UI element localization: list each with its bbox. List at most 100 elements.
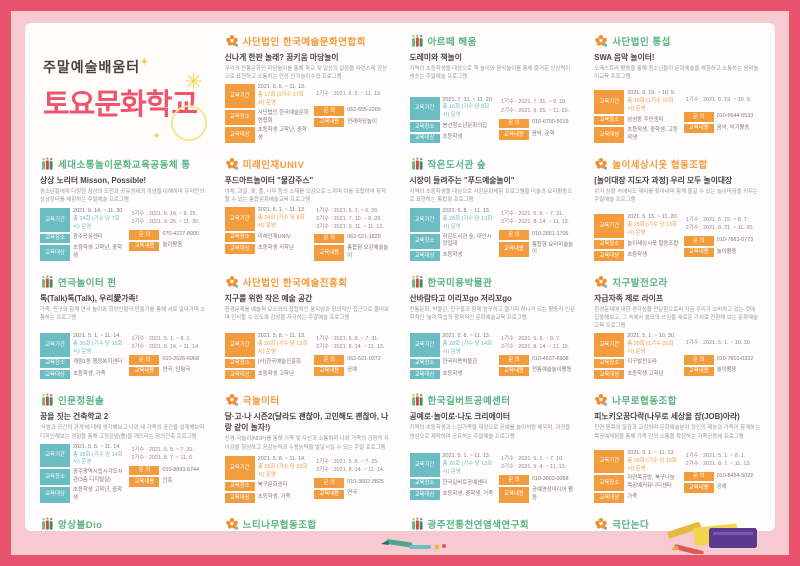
target-label: 교육대상 [409, 251, 440, 261]
program-description: 야채, 과일, 꽃, 풀, 나무 등의 소재를 오감으로 느끼며 이를 조합하여… [224, 189, 387, 204]
place-label: 교육장소 [409, 233, 440, 250]
program-title: 상상 노리터 Misson, Possible! [40, 176, 147, 186]
target-value: 초등학생 고학년, 중학생 [257, 127, 307, 142]
program-info-table: 교육기간 2021. 5. 8. ~ 11. 14. 총 26회 (기수 당 1… [224, 456, 391, 503]
target-value: 초등학생 고학년 [627, 370, 664, 377]
term-dates-list: 1기수 : 2021. 5. 8. ~ 7. 25. 2기수 : 2021. 8.… [314, 456, 390, 476]
place-label: 교육장소 [594, 115, 625, 126]
program-card: 느티나무협동조합 우리는 하나, 우리 가족 이야기 우리가족앨범을 매개로 우… [217, 511, 398, 531]
organization-name: 극단논다 [612, 519, 650, 531]
term-dates: 2기수 : 2021. 8. 14. ~ 11. 14. [316, 467, 385, 474]
term-dates: 1기수 : 2021. 5. 1. ~ 8. 1. [685, 452, 746, 459]
pencils-icon [411, 157, 423, 170]
target-value: 초등학생 [442, 134, 463, 141]
period-value: 2021. 5. 8. ~ 11. 14. [257, 456, 306, 463]
term-dates: 1기수 : 2021. 7. 31. ~ 9. 18. [500, 99, 567, 106]
flower-icon [225, 34, 238, 47]
place-label: 교육장소 [594, 475, 625, 492]
place-label: 교육장소 [409, 478, 440, 489]
program-description: 우리의 전통문화인 마당놀이를 통해 학교 및 일상의 갈등을 자연스레 감성으… [224, 66, 388, 81]
period-value: 2021. 5. 8. ~ 11. 14. [73, 443, 121, 450]
organization-name: 작은도서관 숲 [427, 160, 487, 172]
program-title: 시장이 들려주는 "푸드예술놀이" [409, 176, 515, 186]
target-label: 교육대상 [40, 245, 70, 261]
period-value: 2021. 5. 8. ~ 11. 13. [442, 208, 491, 215]
place-value: 북구문화센터 [257, 482, 288, 489]
term-dates-list: 1기수 : 2021. 5. 1. ~ 8. 1. 2기수 : 2021. 8. … [684, 450, 760, 470]
content-value: 통합형 오감예술놀이 [347, 245, 389, 259]
mini-star-icon: ✦ [152, 131, 161, 142]
place-label: 교육장소 [224, 109, 255, 126]
target-label: 교육대상 [224, 493, 255, 503]
contact-value: 010-2851-1706 [531, 230, 569, 237]
term-dates: 1기수 : 2021. 5. 8. ~ 7. 25. [316, 458, 379, 465]
period-label: 교육기간 [594, 333, 625, 357]
content-value: 건축 [162, 478, 173, 485]
target-label: 교육대상 [594, 251, 625, 261]
period-note: 총 14회 (기수 당 7회시) 운영 [73, 215, 120, 230]
program-description: 가족, 친구와 함께 연극 놀이와 희망인형극 만들기를 통해 서로 알아가며 … [40, 306, 206, 321]
period-value: 2021. 5. 1. ~ 11. 13. [257, 207, 306, 214]
target-value: 가족 [627, 493, 638, 500]
target-label: 교육대상 [409, 370, 440, 380]
organization-name: 극놀이터 [242, 396, 280, 408]
organization-name: 나무로협동조합 [612, 396, 677, 408]
content-label: 교육내용 [314, 245, 345, 261]
period-note: 총 26회 (기수 당 13회시) 운영 [627, 457, 677, 472]
flower-icon [595, 275, 608, 288]
program-title: 푸드아트놀이터 "물감주스" [224, 176, 314, 186]
program-title: 피노키오꿈다락(나무로 세상을 잡(JOB)아라) [594, 412, 740, 422]
program-card: 사단법인 한국예술진흥회 지구를 위한 작은 예술 공간 환경문제를 예술적 요… [217, 269, 398, 384]
contact-label: 문 의 [498, 118, 529, 129]
flower-icon [595, 517, 608, 530]
organization-name: 한국미용박물관 [427, 277, 493, 289]
poster-header: 주말예술배움터✦ 토요문화학교 ✳ ✦ [33, 29, 213, 147]
period-label: 교육기간 [224, 207, 255, 231]
term-dates: 1기수 : 2021. 8. 14. ~ 9. 25. [131, 210, 197, 217]
program-description: 환경문제에 대한 경각심을 전달함으로써 지금 우리가 소비하고 있는 것에 집… [594, 306, 759, 329]
flower-icon [225, 517, 238, 530]
period-label: 교육기간 [594, 90, 625, 114]
program-description: 지역의 초등학생과 느린가족을 대상으로 공예를 놀이처럼 배우며, 과정을 영… [409, 425, 571, 440]
contact-label: 문 의 [683, 471, 714, 482]
content-label: 교육내용 [129, 241, 160, 252]
place-value: 봉선청소년문화의집 [442, 122, 488, 129]
organization-name: 미래인재UNIV [242, 160, 305, 172]
place-label: 교육장소 [40, 469, 70, 485]
organization-name: 광주전통천연염색연구회 [427, 519, 530, 531]
program-title: 신나게 한판 놀래? 꿈키움 마당놀이 [224, 53, 339, 62]
target-label: 교육대상 [409, 133, 440, 144]
period-value: 2021. 5. 8. ~ 11. 13. [442, 333, 491, 340]
program-card: 인문정원솔 꿈을 짓는 건축학교 2 '사람과 공간의 관계'에 대해 생각해보… [33, 388, 213, 507]
program-description: 지역의 초등학생을 대상으로 시장문화체험 프로그램을 미술과 요리활동으로 표… [409, 189, 573, 204]
term-dates: 1기수 : 2021. 5. 8. ~ 7. 31. [500, 210, 564, 217]
contact-label: 문 의 [314, 106, 345, 116]
contact-value: 062-521-1825 [347, 234, 381, 241]
period-note: 총 26회 (기수 당 13회시) 운영 [257, 340, 308, 355]
content-value: 연극 [347, 490, 358, 497]
term-dates: 2기수 : 2021. 9. 25. ~ 11. 20. [500, 107, 570, 114]
program-card: 놀이세상시옷 협동조합 [놀이대장 지도자 과정] 우리 모두 놀이대장 위기 … [587, 152, 767, 265]
content-value: 전통예술놀이활동 [531, 367, 572, 374]
program-info-table: 교육기간 2021. 5. 8. ~ 11. 14. 총 28회 (기수 당 1… [40, 443, 206, 503]
contact-label: 문 의 [129, 230, 160, 240]
content-label: 교육내용 [498, 241, 529, 258]
pencils-icon [42, 275, 53, 288]
organization-name: 느티나무협동조합 [242, 519, 317, 531]
term-dates-list: 1기수 : 2021. 8. 14. ~ 9. 25. 2기수 : 2021. 9… [129, 208, 205, 228]
program-title: 지구를 위한 작은 예술 공간 [224, 293, 313, 303]
target-label: 교육대상 [40, 370, 70, 380]
contact-value: 010-8893-6744 [162, 466, 200, 473]
target-value: 초등학생 [442, 370, 463, 377]
term-dates: 1기수 : 2021. 5. 8. ~ 8. 7. [500, 335, 561, 342]
program-card: 한국길버트공예센터 공예로·놀이로·나도 크리에이터 지역의 초등학생과 느린가… [402, 388, 583, 507]
contact-label: 문 의 [129, 465, 160, 476]
target-value: 초등학생 저학년 [257, 245, 294, 252]
program-description: '사람과 공간의 관계'에 대해 생각해보고 나와 내 가족의 공간을 설계해보… [40, 425, 205, 440]
pencils-icon [42, 517, 53, 530]
place-label: 교육장소 [224, 358, 255, 368]
flower-icon [225, 394, 238, 407]
program-info-table: 교육기간 2021. 6. 19. ~ 10. 9. 총 10회 (1기수 10… [594, 90, 760, 144]
period-label: 교육기간 [409, 333, 440, 357]
